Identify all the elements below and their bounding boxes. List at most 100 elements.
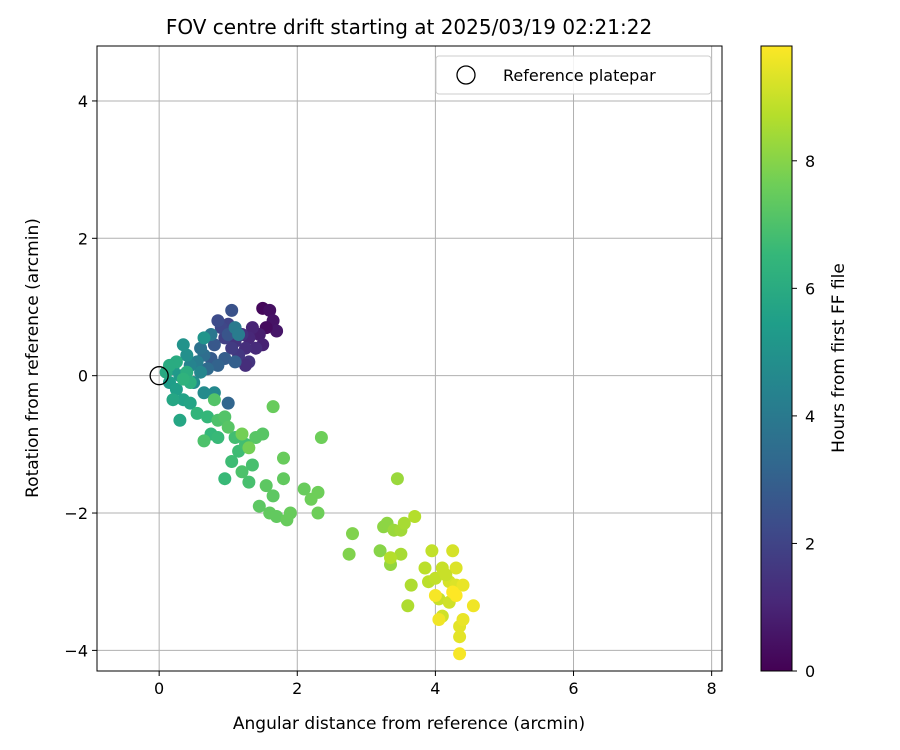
legend-box	[435, 55, 712, 95]
reference-platepar-marker	[149, 366, 169, 386]
data-point	[390, 472, 404, 486]
data-point	[453, 647, 467, 661]
data-point	[252, 499, 266, 513]
data-point	[394, 547, 408, 561]
data-point	[163, 358, 176, 372]
data-point	[225, 341, 239, 355]
data-point	[456, 613, 470, 626]
grid-lines	[97, 46, 722, 671]
data-points	[159, 301, 480, 661]
data-point	[297, 482, 311, 496]
data-point	[397, 516, 411, 530]
colorbar-tick-label: 2	[805, 534, 815, 553]
chart-title: FOV centre drift starting at 2025/03/19 …	[166, 15, 652, 39]
data-point	[197, 331, 211, 345]
data-point	[218, 410, 232, 424]
data-point	[266, 400, 280, 414]
data-point	[245, 458, 259, 472]
data-point	[314, 431, 328, 444]
data-point	[197, 434, 211, 448]
x-axis-ticks: 0 2 4 6 8	[154, 671, 717, 698]
data-point	[466, 599, 480, 613]
data-point	[218, 472, 232, 486]
data-point	[259, 479, 273, 493]
data-point	[211, 431, 225, 444]
reference-marker	[149, 366, 169, 386]
data-point	[425, 544, 439, 558]
data-point	[166, 393, 180, 407]
data-point	[453, 630, 467, 644]
data-point	[418, 561, 432, 575]
data-point	[277, 451, 290, 465]
data-point	[432, 613, 446, 626]
data-point	[245, 321, 259, 335]
data-point	[242, 441, 256, 455]
data-point	[249, 341, 263, 355]
x-tick-label: 4	[430, 679, 440, 698]
data-point	[446, 544, 460, 558]
data-point	[239, 358, 252, 372]
data-point	[404, 578, 418, 592]
data-point	[449, 561, 463, 575]
data-point	[221, 420, 235, 434]
plot-frame	[96, 45, 723, 672]
data-point	[232, 328, 246, 341]
data-point	[456, 578, 470, 592]
data-point	[384, 551, 397, 565]
data-point	[242, 475, 256, 489]
data-point	[169, 382, 183, 396]
data-point	[176, 372, 190, 386]
data-point	[228, 355, 242, 369]
data-point	[373, 544, 387, 558]
y-tick-label: 2	[78, 229, 88, 248]
data-point	[439, 568, 453, 582]
data-point	[197, 386, 211, 400]
colorbar-label: Hours from first FF file	[829, 263, 849, 453]
data-point	[173, 413, 187, 427]
data-point	[270, 324, 284, 338]
data-point	[270, 510, 284, 523]
data-point	[201, 410, 214, 424]
data-point	[176, 338, 190, 352]
colorbar-tick-label: 8	[805, 152, 815, 171]
y-tick-label: −2	[64, 504, 88, 523]
data-point	[428, 571, 442, 585]
data-point	[266, 489, 280, 503]
data-point	[211, 358, 225, 372]
y-tick-label: −4	[64, 641, 88, 660]
data-point	[211, 314, 225, 328]
data-point	[194, 341, 208, 355]
data-point	[183, 396, 197, 410]
y-tick-label: 0	[78, 367, 88, 386]
y-tick-label: 4	[78, 92, 88, 111]
data-point	[207, 393, 221, 407]
x-axis-label: Angular distance from reference (arcmin)	[233, 714, 585, 734]
x-tick-label: 8	[707, 679, 717, 698]
data-point	[311, 485, 325, 499]
data-point	[263, 303, 277, 317]
y-axis-ticks: −4 −2 0 2 4	[64, 92, 97, 660]
legend-label: Reference platepar	[503, 66, 656, 85]
data-point	[401, 599, 415, 613]
data-point	[256, 427, 270, 441]
data-point	[346, 527, 359, 541]
colorbar-gradient	[760, 45, 793, 672]
data-point	[408, 510, 422, 523]
y-axis-label: Rotation from reference (arcmin)	[23, 218, 43, 498]
data-point	[225, 303, 239, 317]
data-point	[311, 506, 325, 520]
colorbar-tick-label: 4	[805, 407, 815, 426]
legend: Reference platepar	[435, 55, 712, 95]
data-point	[280, 513, 294, 527]
colorbar-tick-label: 6	[805, 279, 815, 298]
x-tick-label: 0	[154, 679, 164, 698]
data-point	[180, 348, 194, 362]
data-point	[428, 589, 442, 602]
data-point	[235, 465, 249, 479]
data-point	[194, 365, 208, 379]
colorbar: 0 2 4 6 8 Hours from first FF file	[760, 45, 849, 681]
legend-marker-open-circle	[456, 65, 476, 85]
colorbar-ticks: 0 2 4 6 8	[792, 152, 815, 681]
data-point	[221, 396, 235, 410]
